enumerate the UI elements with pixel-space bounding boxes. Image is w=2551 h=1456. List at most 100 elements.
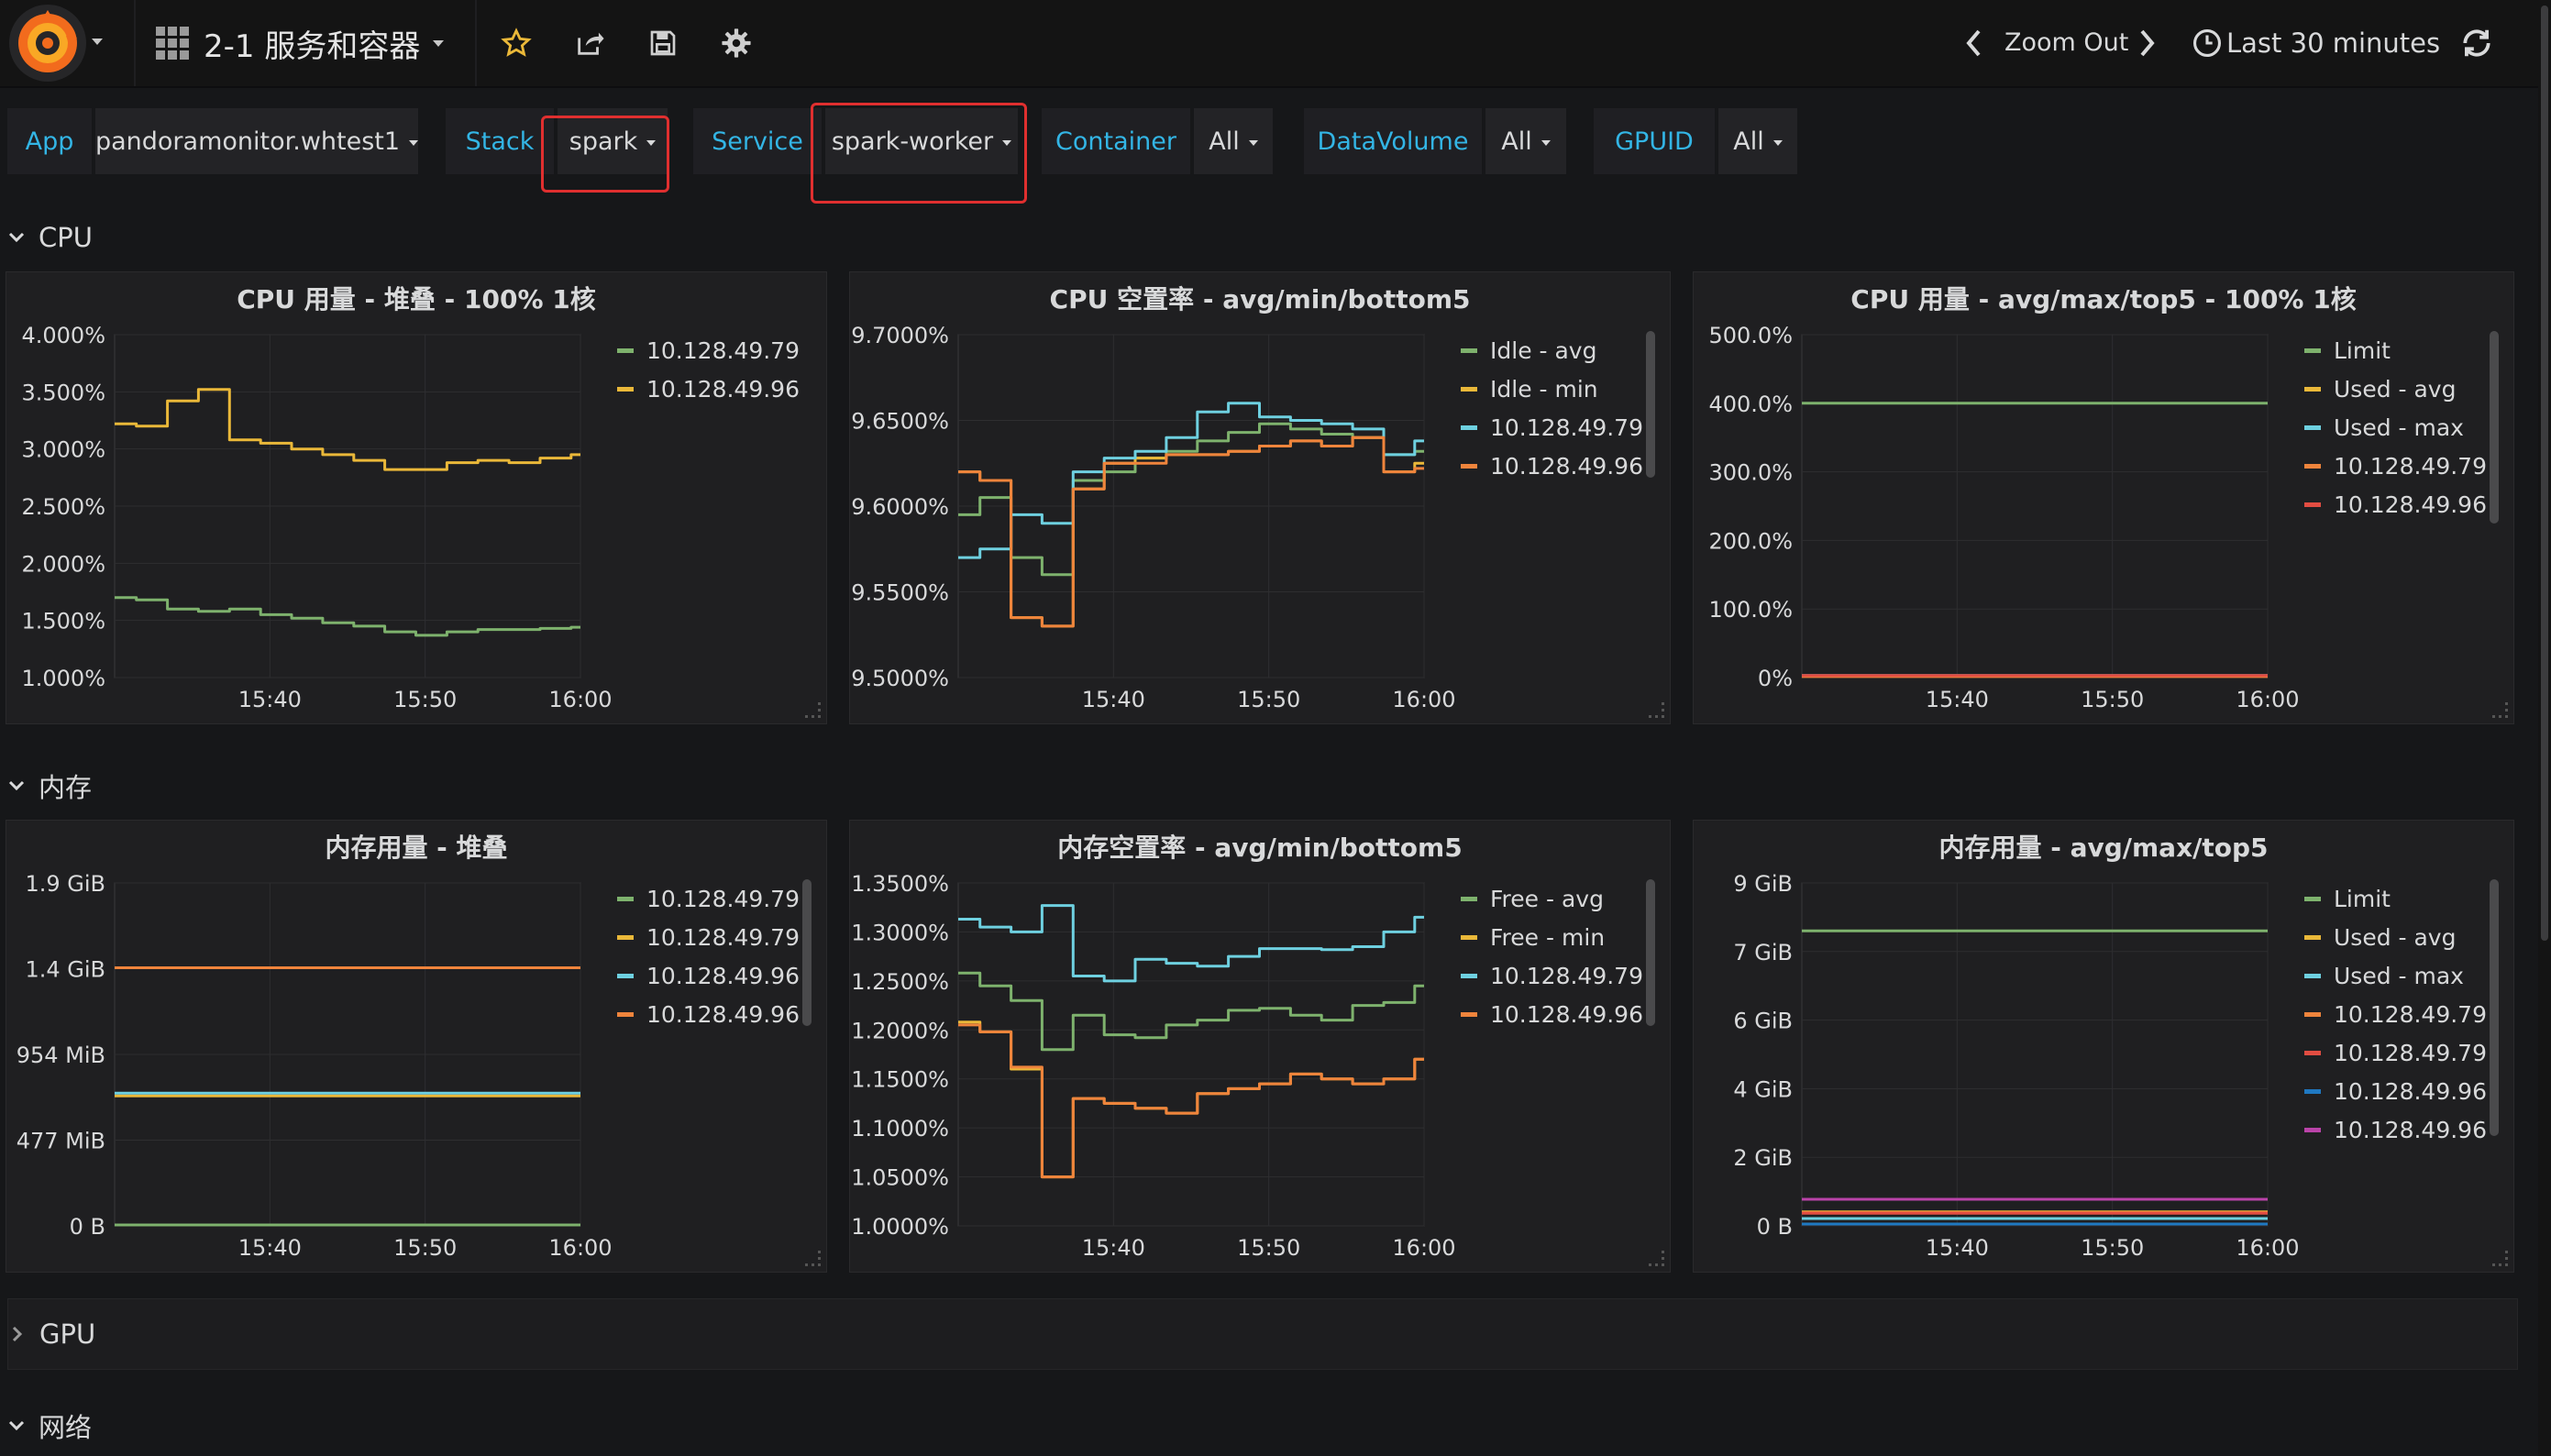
legend-item[interactable]: Idle - min	[1461, 370, 1643, 408]
series-line[interactable]	[958, 436, 1424, 628]
panel-resize-handle[interactable]	[805, 1251, 821, 1266]
panel-memory-usage-top5[interactable]: 内存用量 - avg/max/top5 9 GiB 7 GiB 6 GiB 4 GiB…	[1693, 820, 2514, 1273]
panel-cpu-idle[interactable]: CPU 空置率 - avg/min/bottom5 99.7000% 99.650…	[849, 271, 1671, 724]
series-line[interactable]	[115, 388, 580, 471]
legend-item[interactable]: Used - avg	[2304, 370, 2487, 408]
star-icon[interactable]	[491, 18, 541, 68]
panel-memory-usage-stacked[interactable]: 内存用量 - 堆叠 1.9 GiB 1.4 GiB 954 MiB 477 MiB 0 …	[6, 820, 827, 1273]
y-tick-label: 6 GiB	[1733, 1009, 1793, 1034]
legend-item[interactable]: 10.128.49.96	[1461, 995, 1643, 1033]
time-forward-chevron-icon[interactable]	[2133, 26, 2160, 61]
legend-scrollbar[interactable]	[1646, 879, 1655, 1026]
series-line[interactable]	[958, 1023, 1424, 1179]
variable-label-gpuid: GPUID	[1594, 108, 1715, 174]
panel-resize-handle[interactable]	[2492, 702, 2508, 718]
legend-item[interactable]: Idle - avg	[1461, 331, 1643, 370]
panel-title[interactable]: CPU 用量 - 堆叠 - 100% 1核	[237, 284, 596, 314]
y-tick-label: 2 GiB	[1733, 1145, 1793, 1171]
series-line[interactable]	[958, 971, 1424, 1052]
panel-resize-handle[interactable]	[1649, 1251, 1664, 1266]
legend-item[interactable]: Limit	[2304, 879, 2487, 918]
y-tick-label: 954 MiB	[17, 1042, 105, 1068]
panel-title[interactable]: 内存空置率 - avg/min/bottom5	[1057, 833, 1463, 863]
legend-item[interactable]: Free - avg	[1461, 879, 1643, 918]
row-header-gpu[interactable]: GPU	[7, 1298, 2518, 1370]
legend: Limit Used - avg Used - max 10.128.49.79 10.…	[2304, 331, 2487, 524]
legend-item[interactable]: 10.128.49.79	[617, 918, 800, 956]
row-header-cpu[interactable]: CPU	[7, 215, 93, 260]
x-tick-label: 15:40	[238, 1235, 302, 1261]
legend-item[interactable]: Limit	[2304, 331, 2487, 370]
legend-item[interactable]: Used - max	[2304, 408, 2487, 447]
save-icon[interactable]	[638, 18, 688, 68]
chevron-down-icon	[409, 140, 419, 146]
page-scrollbar-thumb[interactable]	[2541, 6, 2548, 941]
panel-title[interactable]: CPU 用量 - avg/max/top5 - 100% 1核	[1850, 284, 2357, 314]
legend-scrollbar[interactable]	[1646, 331, 1655, 478]
panel-resize-handle[interactable]	[2492, 1251, 2508, 1266]
y-tick-label: 0%	[1758, 666, 1793, 691]
panel-resize-handle[interactable]	[1649, 702, 1664, 718]
panel-title[interactable]: 内存用量 - 堆叠	[325, 833, 508, 863]
series-line[interactable]	[958, 1020, 1424, 1179]
legend-item[interactable]: 10.128.49.96	[2304, 1072, 2487, 1110]
panel-cpu-usage-stacked[interactable]: CPU 用量 - 堆叠 - 100% 1核 4.000% 3.500% 3.000%…	[6, 271, 827, 724]
legend-item[interactable]: 10.128.49.79	[2304, 447, 2487, 485]
row-header-network[interactable]: 网络	[7, 1403, 92, 1449]
row-header-memory[interactable]: 内存	[7, 763, 92, 809]
variable-select-app[interactable]: pandoramonitor.whtest1	[94, 108, 419, 174]
time-range-picker[interactable]: Last 30 minutes	[2226, 28, 2441, 59]
series-line[interactable]	[958, 402, 1424, 559]
legend-item[interactable]: Used - avg	[2304, 918, 2487, 956]
logo-menu-caret-icon[interactable]	[92, 39, 103, 45]
zoom-out-button[interactable]: Zoom Out	[2004, 28, 2129, 57]
panel-memory-free[interactable]: 内存空置率 - avg/min/bottom5 91.3500% 91.3000%…	[849, 820, 1671, 1273]
legend-scrollbar[interactable]	[802, 879, 812, 1026]
legend-item[interactable]: 10.128.49.79	[617, 331, 800, 370]
refresh-icon[interactable]	[2459, 26, 2494, 61]
variable-select-service[interactable]: spark-worker	[825, 108, 1018, 174]
y-tick-label: 91.2500%	[850, 969, 949, 995]
legend-label: Free - avg	[1490, 885, 1604, 912]
time-back-chevron-icon[interactable]	[1960, 26, 1988, 61]
series-line[interactable]	[115, 596, 580, 637]
variable-select-container[interactable]: All	[1194, 108, 1273, 174]
legend-item[interactable]: 10.128.49.96	[2304, 1110, 2487, 1149]
series-line[interactable]	[958, 422, 1424, 577]
legend-item[interactable]: Used - max	[2304, 956, 2487, 995]
legend-item[interactable]: 10.128.49.96	[2304, 485, 2487, 524]
dashboard-picker[interactable]: 2-1 服务和容器	[154, 18, 445, 68]
legend-swatch	[617, 386, 634, 392]
panel-title[interactable]: 内存用量 - avg/max/top5	[1938, 833, 2269, 863]
panel-resize-handle[interactable]	[805, 702, 821, 718]
legend-item[interactable]: Free - min	[1461, 918, 1643, 956]
legend-swatch	[617, 896, 634, 901]
legend-scrollbar[interactable]	[2490, 331, 2499, 524]
panel-cpu-usage-top5[interactable]: CPU 用量 - avg/max/top5 - 100% 1核 500.0% 40…	[1693, 271, 2514, 724]
y-tick-label: 4.000%	[21, 323, 105, 348]
page-scrollbar[interactable]	[2538, 0, 2551, 1456]
legend-swatch	[1461, 347, 1477, 353]
panel-title[interactable]: CPU 空置率 - avg/min/bottom5	[1049, 284, 1471, 314]
legend-scrollbar[interactable]	[2490, 879, 2499, 1136]
variable-value-app: pandoramonitor.whtest1	[94, 127, 401, 156]
legend-label: 10.128.49.96	[646, 375, 800, 403]
legend-item[interactable]: 10.128.49.79	[2304, 1033, 2487, 1072]
legend-item[interactable]: 10.128.49.96	[617, 370, 800, 408]
variable-select-stack[interactable]: spark	[558, 108, 668, 174]
legend-item[interactable]: 10.128.49.79	[1461, 956, 1643, 995]
legend-item[interactable]: 10.128.49.79	[1461, 408, 1643, 447]
series-line[interactable]	[958, 436, 1424, 628]
legend-label: 10.128.49.79	[2334, 452, 2487, 480]
legend-item[interactable]: 10.128.49.79	[2304, 995, 2487, 1033]
legend-item[interactable]: 10.128.49.96	[617, 956, 800, 995]
share-icon[interactable]	[565, 18, 614, 68]
legend-item[interactable]: 10.128.49.96	[1461, 447, 1643, 485]
legend-item[interactable]: 10.128.49.96	[617, 995, 800, 1033]
variable-select-datavolume[interactable]: All	[1485, 108, 1566, 174]
grafana-logo-icon[interactable]	[9, 5, 86, 82]
legend-item[interactable]: 10.128.49.79	[617, 879, 800, 918]
variable-select-gpuid[interactable]: All	[1718, 108, 1797, 174]
series-line[interactable]	[958, 904, 1424, 983]
gear-icon[interactable]	[712, 18, 761, 68]
